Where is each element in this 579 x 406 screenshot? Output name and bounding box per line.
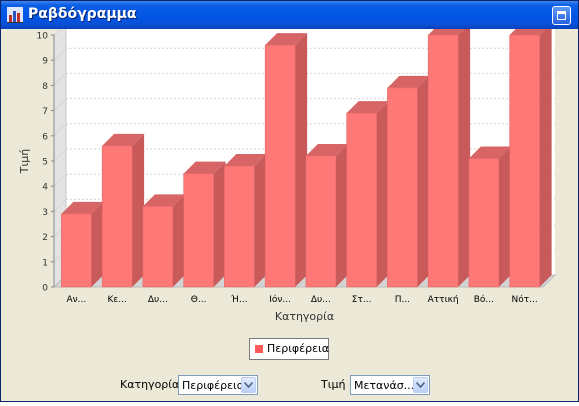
value-select-value: Μετανάσ... <box>354 379 415 392</box>
bar-top <box>61 201 104 214</box>
y-tick-label: 9 <box>42 57 48 67</box>
bar-side <box>539 29 552 287</box>
bottom-strip <box>0 402 579 406</box>
bar-top <box>387 75 430 88</box>
bar-top <box>509 29 546 35</box>
legend-label: Περιφέρεια <box>267 342 330 355</box>
category-select-value: Περιφέρεια <box>182 379 245 392</box>
y-tick-label: 7 <box>42 107 48 117</box>
x-tick-label: Ή... <box>230 294 247 305</box>
y-tick-label: 5 <box>42 158 48 168</box>
bar-top <box>265 33 308 46</box>
x-tick-label: Κε... <box>107 295 126 305</box>
bar-side <box>132 133 145 287</box>
x-tick-label: Βό... <box>474 294 494 305</box>
grid-line-wall <box>53 47 67 61</box>
y-tick-label: 8 <box>42 82 48 92</box>
bar-side <box>254 154 267 287</box>
category-label: Κατηγορία <box>120 378 180 391</box>
chart-legend: Περιφέρεια <box>249 338 329 360</box>
value-label: Τιμή <box>321 378 346 391</box>
chevron-down-icon[interactable] <box>413 377 428 393</box>
legend-swatch <box>255 345 263 353</box>
bar <box>61 213 92 288</box>
value-select[interactable]: Μετανάσ... <box>350 375 430 395</box>
y-tick-label: 1 <box>42 258 48 268</box>
x-axis-title: Κατηγορία <box>275 310 334 323</box>
grid-line-wall <box>53 173 67 187</box>
x-tick-label: Δυ... <box>311 295 331 305</box>
grid-line-wall <box>53 29 61 36</box>
bar-top <box>102 133 145 146</box>
bar-side <box>91 201 104 287</box>
bar <box>468 158 500 288</box>
y-tick-label: 4 <box>42 183 48 193</box>
bar-chart: 0 1 2 3 4 5 6 7 8 9 10 Αν... Κε... Δυ... Θ... Ή... Ιόν..… <box>18 29 557 323</box>
bar-side <box>458 29 471 287</box>
bar <box>142 206 174 288</box>
grid-line-wall <box>53 73 67 86</box>
x-tick-label: Στ... <box>352 295 372 305</box>
y-tick-label: 6 <box>42 132 48 142</box>
x-tick-label: Ιόν... <box>269 294 291 305</box>
bar-side <box>498 146 511 287</box>
grid-line-wall <box>53 123 67 137</box>
bar <box>509 34 540 288</box>
bar-side <box>172 194 185 287</box>
y-tick-label: 0 <box>42 284 48 294</box>
x-tick-label: Δυ... <box>148 295 168 305</box>
bar-top <box>468 146 511 159</box>
bar-top <box>142 194 185 207</box>
bar <box>264 44 296 288</box>
bar <box>183 173 214 288</box>
bar-top <box>224 154 267 167</box>
bar-side <box>295 33 308 287</box>
bar-side <box>335 143 348 287</box>
grid-line-wall <box>53 98 67 111</box>
bar-chart-icon <box>7 7 23 23</box>
bar-top <box>305 143 348 156</box>
category-select[interactable]: Περιφέρεια <box>178 375 258 395</box>
chevron-down-icon[interactable] <box>241 377 256 393</box>
grid-line-wall <box>53 199 67 212</box>
bar-top <box>183 161 226 174</box>
x-tick-label: Νότ... <box>512 294 538 305</box>
bar-top <box>428 29 465 35</box>
x-tick-label: Π... <box>395 295 410 305</box>
bar-side <box>376 101 389 288</box>
bar-top <box>346 101 389 114</box>
bar <box>305 155 337 288</box>
bar <box>346 112 377 288</box>
grid-line-wall <box>53 148 67 162</box>
window-title: Ραβδόγραμμα <box>28 6 137 22</box>
bar-side <box>417 75 430 287</box>
bar-side <box>213 161 226 287</box>
title-bar[interactable]: Ραβδόγραμμα <box>1 1 578 29</box>
y-tick-label: 10 <box>37 32 49 42</box>
bar <box>224 165 255 288</box>
maximize-button[interactable] <box>552 6 571 25</box>
bar <box>427 34 459 288</box>
y-tick-label: 2 <box>42 233 48 243</box>
bar <box>101 145 133 288</box>
x-tick-label: Αττική <box>428 295 459 305</box>
y-axis-title: Τιμή <box>18 149 31 174</box>
x-tick-label: Θ... <box>191 295 207 305</box>
x-tick-label: Αν... <box>66 295 86 305</box>
y-tick-label: 3 <box>42 208 48 218</box>
maximize-icon <box>557 11 566 20</box>
bar <box>387 87 418 288</box>
